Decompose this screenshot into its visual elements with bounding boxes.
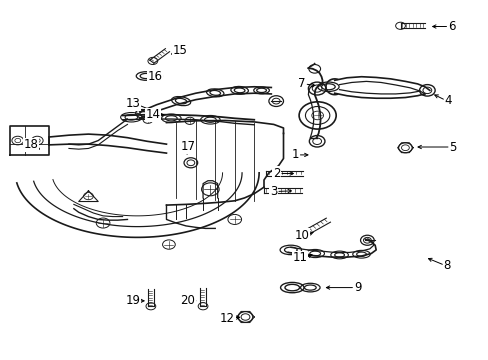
Text: 2: 2 bbox=[272, 167, 280, 180]
Text: 16: 16 bbox=[147, 69, 162, 82]
Text: 11: 11 bbox=[292, 251, 307, 264]
Text: 15: 15 bbox=[172, 44, 187, 57]
Text: 10: 10 bbox=[294, 229, 309, 242]
Text: 3: 3 bbox=[269, 185, 277, 198]
Text: 14: 14 bbox=[145, 108, 160, 121]
Text: 19: 19 bbox=[125, 294, 141, 307]
Text: 18: 18 bbox=[23, 138, 38, 151]
Text: 20: 20 bbox=[180, 294, 195, 307]
Text: 12: 12 bbox=[220, 311, 234, 325]
Text: 9: 9 bbox=[353, 281, 361, 294]
Text: 6: 6 bbox=[447, 20, 454, 33]
Text: 1: 1 bbox=[291, 148, 298, 161]
Text: 8: 8 bbox=[443, 259, 450, 272]
Text: 17: 17 bbox=[180, 140, 195, 153]
Text: 7: 7 bbox=[298, 77, 305, 90]
Text: 5: 5 bbox=[448, 140, 456, 153]
Text: 13: 13 bbox=[125, 98, 141, 111]
Text: 4: 4 bbox=[444, 94, 451, 107]
